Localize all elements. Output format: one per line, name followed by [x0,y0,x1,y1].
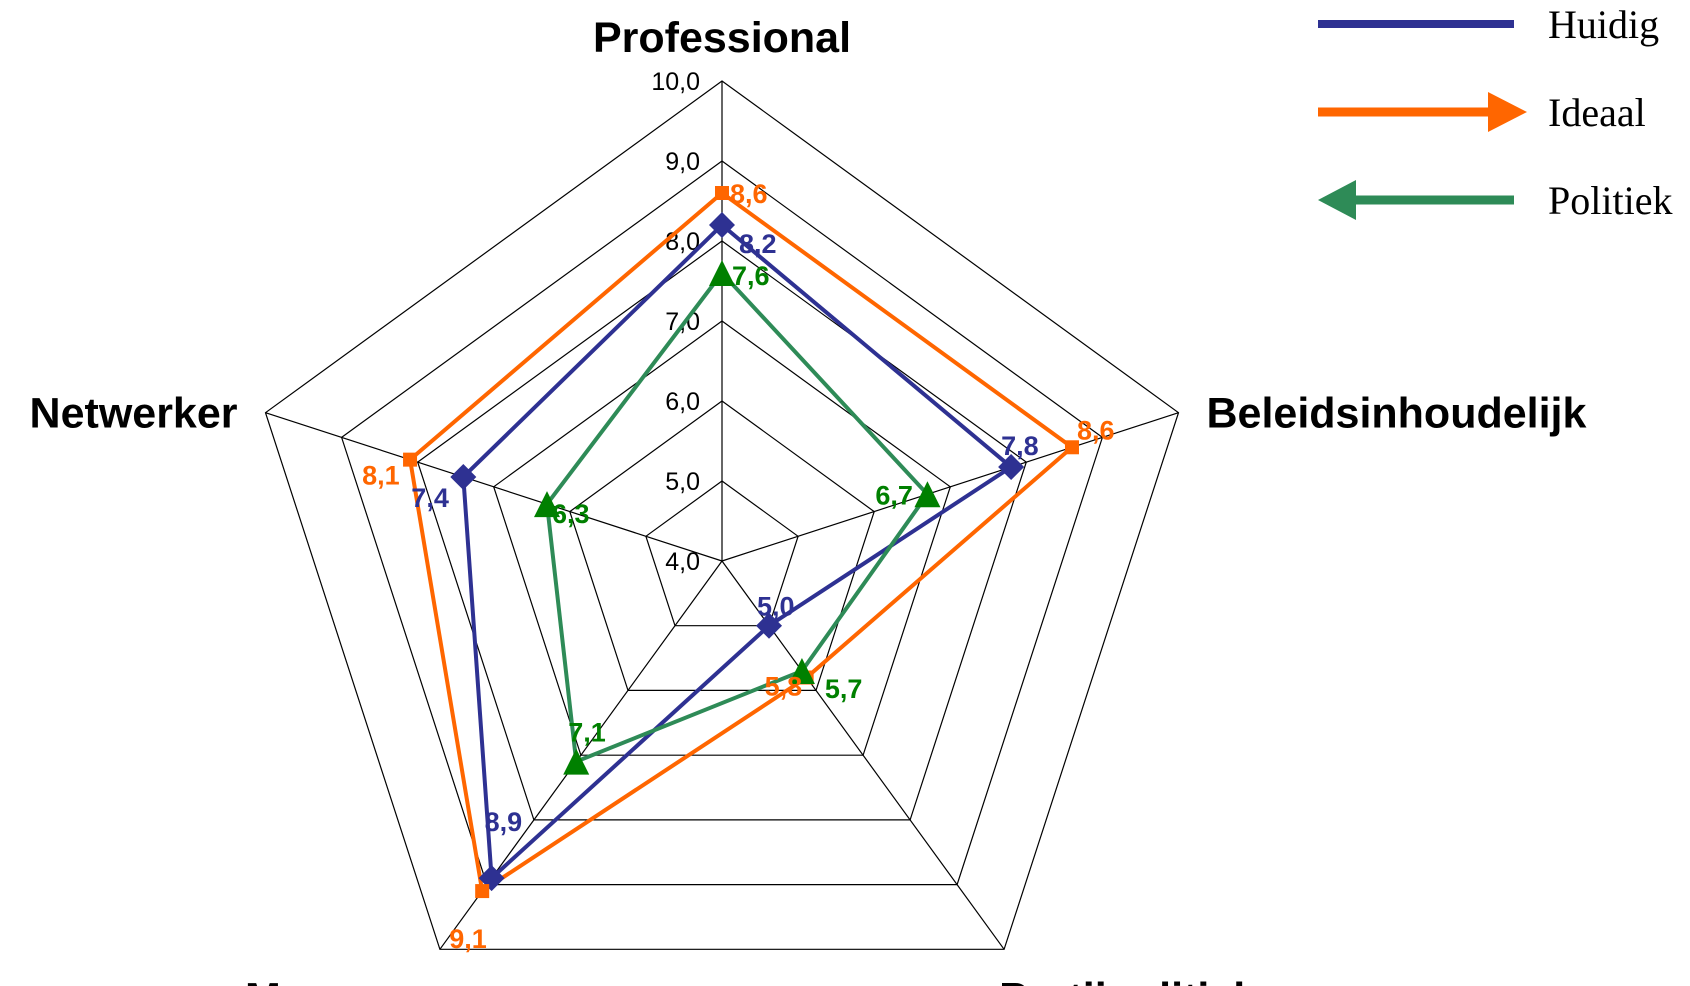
series-markers [403,186,1079,899]
grid-ring-2 [569,400,875,692]
series-line-ideaal [407,190,1076,895]
radar-grid [264,80,1180,950]
series-line-huidig [461,222,1015,883]
grid-ring-4 [416,240,1028,821]
tick-label-5: 9,0 [665,148,700,176]
data-label-ideaal-beleidsinhoudelijk: 8,6 [1077,415,1115,445]
data-label-ideaal-partijpolitiek: 5,8 [765,672,803,702]
marker-huidig-netwerker [450,463,477,490]
legend-label-huidig: Huidig [1548,2,1659,47]
data-label-huidig-professional: 8,2 [739,229,777,259]
data-label-ideaal-professional: 8,6 [730,179,768,209]
legend-arrow-politiek [1318,180,1356,220]
grid-spoke-beleidsinhoudelijk [721,412,1179,562]
data-label-politiek-professional: 7,6 [732,261,770,291]
data-label-ideaal-netwerker: 8,1 [362,461,400,491]
marker-huidig-professional [709,212,735,238]
marker-ideaal-manager [475,884,490,899]
axis-label-professional: Professional [593,14,851,62]
data-label-huidig-manager: 8,9 [485,807,523,837]
legend-arrow-ideaal [1488,92,1527,132]
grid-ring-5 [340,160,1104,886]
data-label-politiek-beleidsinhoudelijk: 6,7 [875,480,913,510]
marker-huidig-beleidsinhoudelijk [998,454,1025,481]
axis-label-partijpolitiek: Partijpolitiek [999,974,1257,986]
tick-label-2: 6,0 [665,388,700,416]
marker-ideaal-beleidsinhoudelijk [1064,440,1079,455]
series-lines [407,190,1076,895]
data-label-politiek-partijpolitiek: 5,7 [825,674,863,704]
marker-ideaal-professional [715,186,729,200]
data-label-huidig-beleidsinhoudelijk: 7,8 [1001,431,1039,461]
grid-ring-6 [264,80,1180,950]
data-labels: 8,2 7,8 5,0 8,9 7,4 8,6 8,6 5,8 9,1 8,1 7,6 6,7 5,7 7… [362,179,1114,954]
marker-politiek-beleidsinhoudelijk [914,481,941,508]
marker-politiek-professional [709,260,735,286]
legend-label-ideaal: Ideaal [1548,90,1646,135]
data-label-politiek-netwerker: 6,3 [552,499,590,529]
axis-label-manager: Manager [245,974,422,986]
axis-label-beleidsinhoudelijk: Beleidsinhoudelijk [1207,390,1587,438]
marker-huidig-partijpolitiek [756,612,783,639]
data-label-huidig-netwerker: 7,4 [411,483,449,513]
grid-ring-3 [492,320,952,756]
data-label-ideaal-manager: 9,1 [449,924,487,954]
tick-label-0: 4,0 [665,548,700,576]
marker-politiek-partijpolitiek [788,658,815,685]
marker-ideaal-netwerker [403,452,418,467]
legend: Huidig Ideaal Politiek [1318,2,1672,223]
axis-label-netwerker: Netwerker [30,390,238,438]
legend-label-politiek: Politiek [1548,178,1672,223]
data-label-huidig-partijpolitiek: 5,0 [757,592,795,622]
marker-politiek-netwerker [534,491,561,518]
series-line-politiek [544,269,930,765]
grid-ring-1 [645,480,799,627]
axis-labels: Professional Beleidsinhoudelijk Partijpoli… [30,14,1587,986]
grid-spoke-netwerker [265,412,723,562]
tick-label-1: 5,0 [665,468,700,496]
radial-tick-labels: 4,05,06,07,08,09,010,0 [651,68,700,576]
data-label-politiek-manager: 7,1 [568,718,606,748]
marker-politiek-manager [563,748,590,775]
tick-label-6: 10,0 [651,68,700,96]
